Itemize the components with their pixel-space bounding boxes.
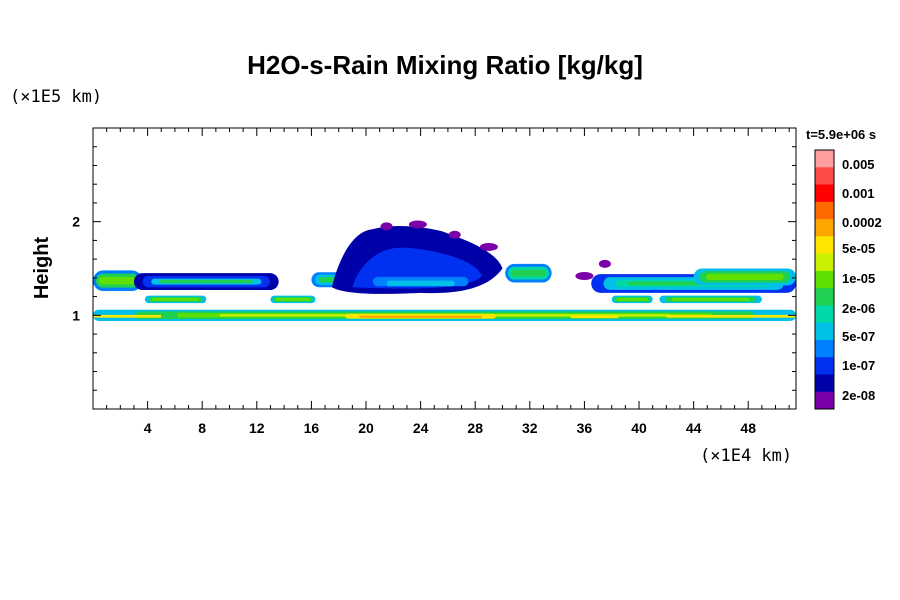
plume-fringe: [448, 230, 461, 239]
x-tick-label: 28: [467, 420, 483, 436]
colorbar-swatch: [815, 288, 834, 306]
upper-band-east-peak: [705, 273, 784, 280]
x-tick-label: 16: [304, 420, 320, 436]
colorbar-swatch: [815, 219, 834, 237]
lower-band-strong: [93, 314, 162, 318]
colorbar-swatch: [815, 201, 834, 220]
plume-fringe: [380, 222, 393, 231]
y-tick-label: 1: [72, 307, 80, 323]
x-tick-label: 48: [740, 420, 756, 436]
colorbar-swatch: [815, 357, 834, 375]
colorbar-swatch: [815, 184, 834, 203]
x-tick-label: 32: [522, 420, 538, 436]
plume-fringe: [408, 220, 427, 229]
colorbar-label: 5e-07: [842, 329, 875, 344]
plume-fringe: [575, 271, 594, 280]
x-tick-label: 24: [413, 420, 429, 436]
upper-band-left-edge: [98, 276, 137, 285]
colorbar-swatch: [815, 167, 834, 186]
lower-band-peak: [359, 315, 483, 318]
colorbar-swatch: [815, 150, 834, 168]
colorbar: 0.005 0.001 0.0002 5e-05 1e-05 2e-06 5e-07 1e-0…: [814, 149, 882, 410]
x-tick-label: 4: [144, 420, 152, 436]
colorbar-swatch: [815, 236, 834, 255]
colorbar-label: 2e-06: [842, 301, 875, 316]
colorbar-label: 0.005: [842, 157, 875, 172]
chart-title: H2O-s-Rain Mixing Ratio [kg/kg]: [247, 50, 643, 80]
x-tick-label: 40: [631, 420, 647, 436]
time-label: t=5.9e+06 s: [806, 127, 876, 142]
plot-frame: [92, 127, 797, 410]
colorbar-label: 1e-07: [842, 358, 875, 373]
colorbar-swatch: [815, 322, 834, 341]
colorbar-frame: [814, 149, 835, 410]
plume-fringe: [479, 242, 498, 251]
y-scale-label: (×1E5 km): [10, 87, 102, 107]
middle-band-cell: [275, 298, 311, 301]
y-axis-label: Height: [31, 237, 53, 300]
middle-band-cell: [671, 298, 750, 301]
colorbar-label: 5e-05: [842, 241, 875, 256]
colorbar-swatch: [815, 339, 834, 358]
x-tick-label: 12: [249, 420, 265, 436]
colorbar-swatch: [815, 270, 834, 289]
colorbar-swatch: [815, 305, 834, 324]
colorbar-label: 0.001: [842, 186, 875, 201]
colorbar-label: 0.0002: [842, 215, 882, 230]
x-scale-label: (×1E4 km): [700, 446, 792, 466]
rain-field: [93, 220, 796, 321]
colorbar-label: 2e-08: [842, 388, 875, 403]
x-tick-label: 44: [686, 420, 702, 436]
colorbar-label: 1e-05: [842, 271, 875, 286]
upper-band-west: [159, 279, 253, 284]
upper-band-central-east: [510, 269, 547, 277]
lower-band-strong: [666, 314, 796, 318]
x-tick-label: 20: [358, 420, 374, 436]
colorbar-swatch: [815, 391, 834, 410]
convective-plume-core: [386, 280, 455, 287]
colorbar-swatch: [815, 253, 834, 272]
plume-fringe: [598, 259, 611, 268]
colorbar-swatch: [815, 374, 834, 393]
x-tick-label: 36: [577, 420, 593, 436]
x-tick-label: 8: [198, 420, 206, 436]
lower-band-strong: [570, 315, 619, 319]
middle-band-cell: [616, 298, 648, 301]
middle-band-cell: [152, 298, 199, 301]
y-tick-label: 2: [72, 214, 80, 230]
